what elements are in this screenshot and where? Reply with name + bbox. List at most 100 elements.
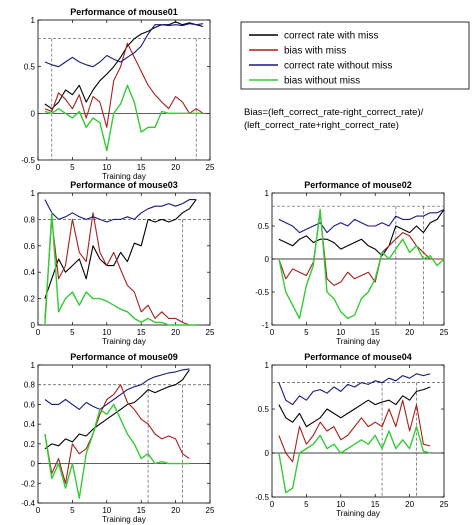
y-tick-label-mouse02: 0.5 — [258, 222, 270, 231]
y-tick-label-mouse01: -0.5 — [21, 156, 35, 165]
x-tick-label-mouse03: 10 — [102, 328, 111, 337]
series-bias-without-miss-mouse01 — [44, 84, 204, 152]
series-bias-without-miss-mouse09 — [44, 403, 190, 499]
y-tick-label-mouse09: -0.2 — [21, 479, 35, 488]
y-tick-label-mouse04: 0.5 — [258, 405, 270, 414]
y-tick-label-mouse03: 0.6 — [24, 242, 36, 251]
x-tick-label-mouse02: 20 — [405, 328, 414, 337]
y-tick-label-mouse09: 1 — [31, 361, 36, 370]
x-tick-label-mouse04: 15 — [371, 500, 380, 509]
legend-label-bias-with-miss: bias with miss — [284, 46, 346, 57]
chart-mouse02: Performance of mouse02-1-0.500.510 5 10 15 2… — [255, 180, 449, 346]
series-correct-without-miss-mouse04 — [278, 373, 431, 406]
x-tick-label-mouse02: 15 — [371, 328, 380, 337]
y-tick-label-mouse04: -0.5 — [255, 493, 269, 502]
x-axis-label-mouse09: Training day — [102, 515, 146, 524]
chart-mouse01: Performance of mouse01-0.500.510 5 10 15 20 2… — [21, 7, 215, 181]
x-axis-label-mouse04: Training day — [336, 509, 380, 518]
y-tick-label-mouse02: 0 — [265, 255, 270, 264]
x-tick-label-mouse01: 0 — [36, 163, 41, 172]
series-bias-with-miss-mouse01 — [44, 42, 204, 128]
y-tick-label-mouse02: -0.5 — [255, 288, 269, 297]
plot-area-mouse03 — [37, 192, 211, 326]
x-tick-label-mouse03: 20 — [171, 328, 180, 337]
x-axis-label-mouse01: Training day — [102, 172, 146, 181]
chart-title-mouse04: Performance of mouse04 — [304, 352, 412, 362]
x-tick-label-mouse04: 25 — [440, 500, 449, 509]
x-tick-label-mouse09: 0 — [36, 506, 41, 515]
x-tick-label-mouse03: 25 — [206, 328, 215, 337]
legend-box — [240, 21, 470, 90]
series-bias-with-miss-mouse04 — [278, 399, 431, 463]
series-correct-without-miss-mouse03 — [44, 199, 197, 223]
x-tick-label-mouse04: 0 — [270, 500, 275, 509]
y-tick-label-mouse01: 1 — [31, 16, 36, 25]
y-tick-label-mouse04: 0 — [265, 449, 270, 458]
series-correct-with-miss-mouse01 — [44, 21, 204, 110]
chart-mouse04: Performance of mouse04-0.500.510 5 10 15 20 2… — [255, 352, 449, 518]
y-tick-label-mouse09: 0 — [31, 460, 36, 469]
series-bias-with-miss-mouse09 — [44, 384, 190, 484]
x-tick-label-mouse02: 25 — [440, 328, 449, 337]
legend: correct rate with miss bias with miss corr… — [240, 21, 470, 90]
y-tick-label-mouse03: 1 — [31, 189, 36, 198]
legend-label-correct-with-miss: correct rate with miss — [284, 31, 378, 42]
y-tick-label-mouse09: -0.4 — [21, 499, 35, 508]
plot-area-mouse09 — [37, 364, 211, 504]
series-correct-with-miss-mouse03 — [44, 199, 197, 299]
y-tick-label-mouse02: 1 — [265, 189, 270, 198]
series-bias-with-miss-mouse03 — [44, 212, 197, 326]
legend-label-bias-without-miss: bias without miss — [284, 76, 360, 87]
y-tick-label-mouse09: 0.8 — [24, 381, 36, 390]
y-tick-label-mouse09: 0.4 — [24, 420, 36, 429]
x-tick-label-mouse09: 15 — [137, 506, 146, 515]
plot-area-mouse01 — [37, 19, 211, 161]
x-tick-label-mouse01: 5 — [70, 163, 75, 172]
chart-title-mouse02: Performance of mouse02 — [304, 180, 412, 190]
y-tick-label-mouse09: 0.2 — [24, 440, 36, 449]
formula-line-1: Bias=(left_correct_rate-right_correct_ra… — [244, 107, 424, 118]
series-correct-with-miss-mouse02 — [278, 209, 445, 257]
chart-title-mouse01: Performance of mouse01 — [70, 7, 178, 17]
y-tick-label-mouse03: 0.8 — [24, 215, 36, 224]
y-tick-label-mouse03: 0.2 — [24, 295, 36, 304]
legend-label-correct-without-miss: correct rate without miss — [284, 61, 392, 72]
y-tick-label-mouse02: -1 — [262, 321, 270, 330]
y-tick-label-mouse01: 0 — [31, 109, 36, 118]
x-tick-label-mouse01: 10 — [102, 163, 111, 172]
chart-mouse09: Performance of mouse09 -0.4 -0.2 0 0.2 0.4 0.6… — [21, 352, 215, 524]
series-correct-without-miss-mouse01 — [44, 23, 204, 68]
x-tick-label-mouse03: 15 — [137, 328, 146, 337]
x-tick-label-mouse04: 10 — [336, 500, 345, 509]
y-tick-label-mouse03: 0.4 — [24, 268, 36, 277]
series-correct-with-miss-mouse04 — [278, 386, 431, 428]
series-bias-without-miss-mouse04 — [278, 425, 431, 494]
x-tick-label-mouse03: 5 — [70, 328, 75, 337]
x-tick-label-mouse04: 5 — [304, 500, 309, 509]
x-axis-label-mouse03: Training day — [102, 337, 146, 346]
x-tick-label-mouse01: 25 — [206, 163, 215, 172]
x-tick-label-mouse02: 10 — [336, 328, 345, 337]
y-tick-label-mouse01: 0.5 — [24, 63, 36, 72]
y-tick-label-mouse04: 1 — [265, 361, 270, 370]
chart-title-mouse09: Performance of mouse09 — [70, 352, 178, 362]
x-tick-label-mouse02: 0 — [270, 328, 275, 337]
x-tick-label-mouse09: 5 — [70, 506, 75, 515]
series-correct-without-miss-mouse09 — [44, 368, 190, 410]
x-tick-label-mouse01: 20 — [171, 163, 180, 172]
formula-line-2: (left_correct_rate+right_correct_rate) — [244, 120, 399, 131]
y-tick-label-mouse09: 0.6 — [24, 400, 36, 409]
x-tick-label-mouse01: 15 — [137, 163, 146, 172]
series-correct-without-miss-mouse02 — [278, 209, 445, 234]
y-tick-label-mouse03: 0 — [31, 321, 36, 330]
x-tick-label-mouse09: 10 — [102, 506, 111, 515]
x-tick-label-mouse04: 20 — [405, 500, 414, 509]
x-tick-label-mouse09: 20 — [171, 506, 180, 515]
x-tick-label-mouse02: 5 — [304, 328, 309, 337]
x-tick-label-mouse03: 0 — [36, 328, 41, 337]
x-tick-label-mouse09: 25 — [206, 506, 215, 515]
bias-formula: Bias=(left_correct_rate-right_correct_ra… — [244, 107, 424, 131]
series-bias-without-miss-mouse02 — [278, 208, 445, 320]
